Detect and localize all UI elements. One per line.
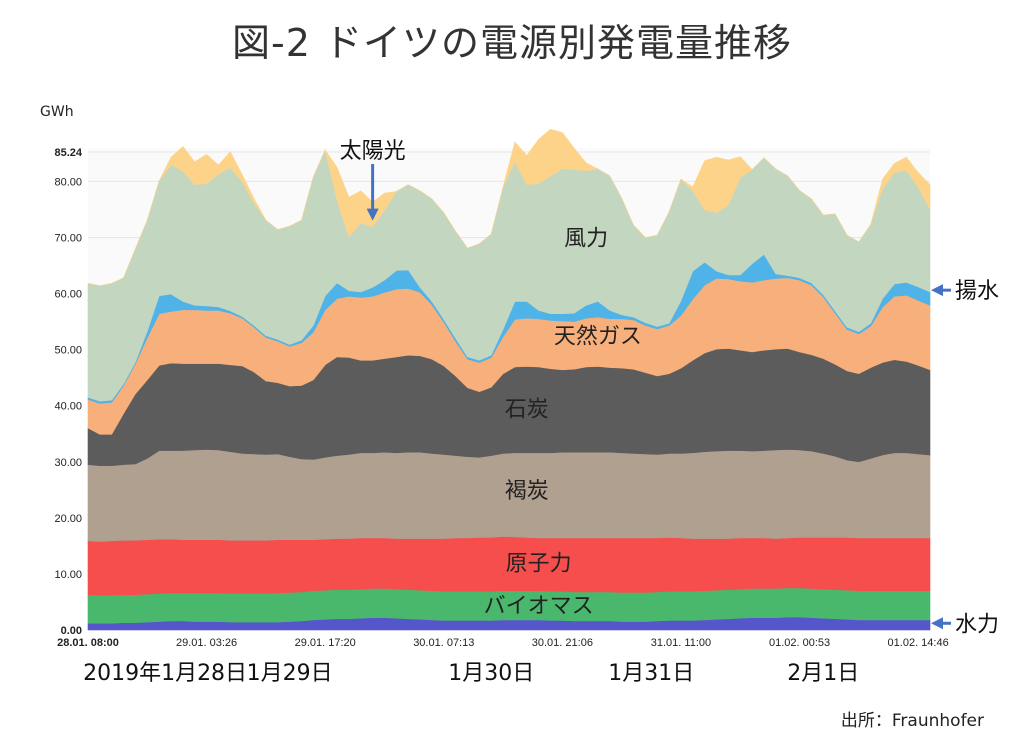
x-tick-label: 30.01. 07:13 — [413, 637, 474, 649]
y-axis-label: GWh — [40, 104, 74, 120]
y-tick-label: 70.00 — [54, 232, 82, 244]
chart-title: 図-2 ドイツの電源別発電量推移 — [232, 21, 792, 65]
x-tick-label: 31.01. 11:00 — [651, 637, 711, 649]
date-label: 2月1日 — [787, 661, 859, 686]
x-tick-label: 01.02. 00:53 — [769, 637, 830, 649]
layer-label: バイオマス — [484, 594, 594, 619]
callout-label: 水力 — [955, 612, 999, 637]
x-tick-label: 01.02. 14:46 — [888, 637, 949, 649]
x-tick-label: 28.01. 08:00 — [57, 637, 119, 649]
x-tick-label: 29.01. 17:20 — [295, 637, 356, 649]
y-tick-label: 10.00 — [54, 569, 82, 581]
layer-label: 風力 — [564, 226, 608, 251]
x-tick-label: 30.01. 21:06 — [532, 637, 593, 649]
date-label: 1月31日 — [608, 661, 694, 686]
callout-arrow-head — [931, 617, 943, 630]
x-tick-label: 29.01. 03:26 — [176, 637, 237, 649]
callout-label: 揚水 — [955, 279, 999, 304]
source-note: 出所：Fraunhofer — [840, 711, 984, 731]
callout-arrow-head — [931, 284, 943, 297]
y-tick-label: 80.00 — [54, 176, 82, 188]
date-layer: 2019年1月28日 1月29日 1月30日 1月31日 2月1日 — [83, 661, 859, 686]
y-tick-label: 40.00 — [54, 401, 82, 413]
axis-layer: 0.00 10.00 20.00 30.00 40.00 50.00 60.00 70.00 8… — [54, 147, 948, 649]
layer-label: 石炭 — [505, 397, 549, 422]
y-tick-label: 0.00 — [61, 625, 82, 637]
date-label: 1月30日 — [448, 661, 534, 686]
area-layer — [87, 128, 931, 631]
callout-arrow-head — [366, 208, 379, 221]
layer-label: 原子力 — [506, 552, 572, 577]
date-label: 1月29日 — [247, 661, 333, 686]
area-series-8 — [87, 128, 931, 287]
y-tick-label: 85.24 — [54, 147, 82, 159]
y-tick-label: 50.00 — [54, 345, 82, 357]
callout-label: 太陽光 — [340, 139, 406, 164]
date-label: 2019年1月28日 — [83, 661, 247, 686]
layer-label: 褐炭 — [505, 479, 549, 504]
y-tick-label: 20.00 — [54, 513, 82, 525]
y-tick-label: 30.00 — [54, 457, 82, 469]
layer-label: 天然ガス — [554, 325, 642, 350]
y-tick-label: 60.00 — [54, 289, 82, 301]
